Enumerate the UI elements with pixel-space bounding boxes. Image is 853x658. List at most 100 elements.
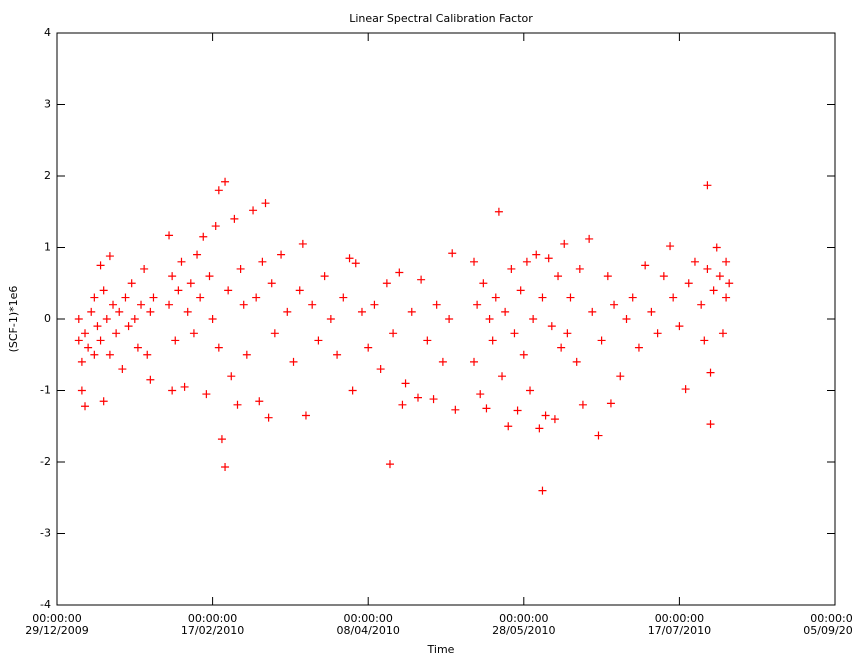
point bbox=[401, 379, 410, 388]
point bbox=[510, 329, 519, 338]
point bbox=[180, 382, 189, 391]
point bbox=[681, 385, 690, 394]
point bbox=[538, 486, 547, 495]
point bbox=[494, 207, 503, 216]
point bbox=[165, 300, 174, 309]
point bbox=[684, 279, 693, 288]
point bbox=[118, 365, 127, 374]
point bbox=[301, 411, 310, 420]
point bbox=[610, 300, 619, 309]
point bbox=[236, 264, 245, 273]
point bbox=[177, 257, 186, 266]
y-tick-label: 3 bbox=[44, 98, 51, 111]
point bbox=[214, 343, 223, 352]
point bbox=[333, 350, 342, 359]
point bbox=[445, 315, 454, 323]
x-tick-label: 08/04/2010 bbox=[336, 624, 399, 637]
point bbox=[351, 259, 360, 268]
point bbox=[199, 232, 208, 241]
point bbox=[258, 257, 267, 266]
point bbox=[357, 307, 366, 316]
point bbox=[96, 261, 105, 270]
x-tick-label: 00:00:00 bbox=[499, 612, 548, 625]
point bbox=[572, 357, 581, 366]
point bbox=[96, 336, 105, 345]
point bbox=[90, 293, 99, 302]
point bbox=[690, 257, 699, 266]
point bbox=[146, 375, 155, 384]
point bbox=[513, 406, 522, 415]
point bbox=[277, 250, 286, 259]
point bbox=[140, 264, 149, 273]
y-tick-label: 0 bbox=[44, 312, 51, 325]
point bbox=[641, 261, 650, 270]
point bbox=[87, 307, 96, 316]
point bbox=[81, 402, 90, 411]
point bbox=[666, 242, 675, 251]
point bbox=[174, 286, 183, 295]
point bbox=[189, 329, 198, 338]
point bbox=[165, 231, 174, 240]
point bbox=[224, 286, 233, 295]
point bbox=[99, 397, 108, 406]
point bbox=[703, 264, 712, 273]
point bbox=[90, 350, 99, 359]
point bbox=[697, 300, 706, 309]
point bbox=[84, 343, 93, 352]
point bbox=[320, 272, 329, 281]
point bbox=[115, 307, 124, 316]
point bbox=[109, 300, 118, 309]
point bbox=[560, 239, 569, 248]
point bbox=[516, 286, 525, 295]
point bbox=[448, 249, 457, 258]
point bbox=[339, 293, 348, 302]
x-tick-label: 00:00:00 bbox=[343, 612, 392, 625]
point bbox=[417, 275, 426, 284]
point bbox=[659, 272, 668, 281]
point bbox=[314, 336, 323, 345]
x-tick-label: 00:00:00 bbox=[655, 612, 704, 625]
point bbox=[522, 257, 531, 266]
point bbox=[538, 293, 547, 302]
point bbox=[133, 343, 142, 352]
point bbox=[557, 343, 566, 352]
point bbox=[93, 322, 102, 331]
point bbox=[74, 315, 83, 323]
point bbox=[121, 293, 130, 302]
x-tick-label: 17/02/2010 bbox=[181, 624, 244, 637]
point bbox=[202, 390, 211, 399]
y-tick-label: 2 bbox=[44, 169, 51, 182]
point bbox=[606, 399, 615, 408]
point bbox=[491, 293, 500, 302]
point bbox=[208, 315, 217, 323]
point bbox=[77, 357, 86, 366]
point bbox=[149, 293, 158, 302]
point bbox=[594, 431, 603, 440]
point bbox=[345, 254, 354, 263]
point bbox=[479, 279, 488, 288]
point bbox=[326, 315, 335, 323]
point bbox=[722, 257, 731, 266]
point bbox=[171, 336, 180, 345]
point bbox=[242, 350, 251, 359]
point bbox=[547, 322, 556, 331]
point bbox=[703, 181, 712, 190]
point bbox=[130, 315, 139, 323]
point bbox=[588, 307, 597, 316]
x-tick-label: 05/09/2010 bbox=[803, 624, 853, 637]
point bbox=[398, 400, 407, 409]
point bbox=[196, 293, 205, 302]
point bbox=[407, 307, 416, 316]
point bbox=[498, 372, 507, 381]
point bbox=[476, 390, 485, 399]
point bbox=[105, 350, 114, 359]
point bbox=[99, 286, 108, 295]
point bbox=[470, 257, 479, 266]
point bbox=[550, 415, 559, 424]
point bbox=[230, 214, 239, 223]
point bbox=[718, 329, 727, 338]
point bbox=[308, 300, 317, 309]
point bbox=[385, 460, 394, 469]
